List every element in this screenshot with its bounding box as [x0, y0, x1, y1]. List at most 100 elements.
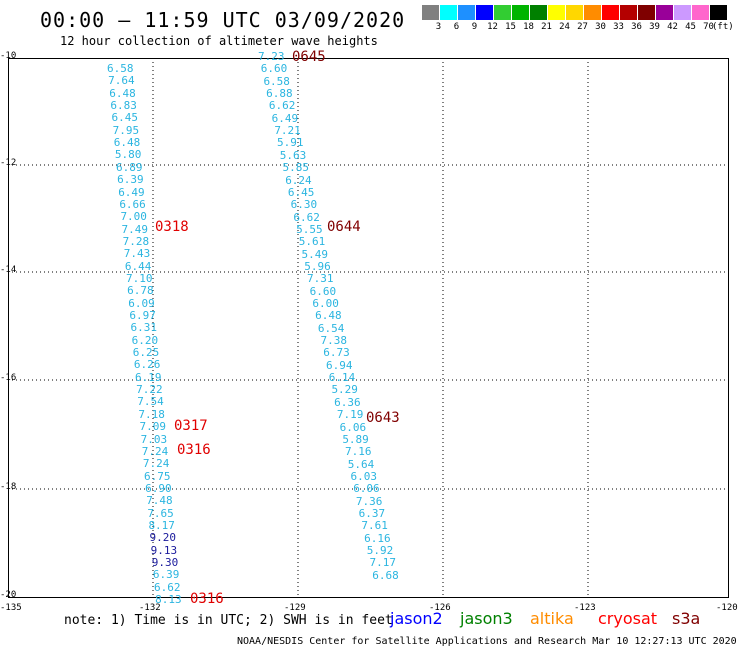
wave-height-value: 7.24: [141, 444, 169, 458]
color-swatch-label: 24: [559, 22, 570, 32]
wave-height-value: 6.03: [350, 469, 377, 483]
wave-height-value: 6.44: [124, 259, 152, 273]
wave-height-value: 9.20: [149, 531, 177, 545]
color-swatch-label: 39: [649, 22, 660, 32]
wave-height-value: 6.48: [315, 309, 342, 323]
page-subtitle: 12 hour collection of altimeter wave hei…: [60, 34, 378, 48]
wave-height-value: 6.58: [107, 62, 134, 75]
color-swatch: [602, 5, 619, 20]
wave-height-value: 6.37: [358, 506, 386, 520]
color-swatch: [584, 5, 601, 20]
longitude-label: -135: [0, 603, 22, 613]
wave-height-value: 6.36: [334, 395, 361, 409]
wave-height-value: 7.38: [320, 334, 348, 348]
wave-height-value: 6.78: [127, 284, 154, 298]
color-swatch-label: 33: [613, 22, 624, 32]
satellite-name: altika: [530, 609, 574, 628]
wave-height-value: 7.61: [361, 519, 388, 533]
wave-height-value: 7.95: [112, 123, 140, 137]
wave-height-value: 6.73: [323, 346, 350, 360]
color-swatch: [440, 5, 457, 20]
wave-height-value: 5.80: [114, 148, 142, 162]
color-swatch: [638, 5, 655, 20]
satellite-name: jason2: [390, 609, 443, 628]
color-swatch-label: 21: [541, 22, 552, 32]
longitude-label: -132: [139, 603, 161, 613]
latitude-label: -20: [0, 590, 17, 600]
color-swatch-label: 6: [453, 22, 460, 32]
wave-height-value: 6.60: [260, 62, 288, 76]
wave-height-value: 8.13: [155, 593, 182, 607]
latitude-label: -16: [0, 373, 17, 383]
pass-time-label: 0316: [177, 442, 211, 458]
color-swatch: [494, 5, 511, 20]
wave-height-value: 6.06: [339, 420, 367, 434]
wave-height-value: 5.64: [347, 457, 375, 471]
wave-height-value: 6.45: [287, 185, 315, 199]
wave-height-value: 7.36: [355, 494, 383, 508]
color-swatch: [512, 5, 529, 20]
wave-height-value: 5.63: [279, 148, 307, 162]
wave-height-value: 6.09: [128, 296, 155, 310]
map-frame: [8, 58, 729, 598]
wave-height-value: 7.16: [345, 445, 372, 459]
wave-height-value: 6.39: [117, 173, 144, 187]
wave-height-value: 6.00: [312, 297, 339, 310]
color-swatch: [548, 5, 565, 20]
pass-time-label: 0644: [327, 219, 361, 235]
wave-height-value: 7.03: [140, 432, 168, 446]
wave-height-value: 6.26: [133, 358, 161, 372]
wave-height-value: 6.97: [129, 309, 156, 322]
wave-height-value: 6.49: [271, 111, 299, 125]
latitude-label: -10: [0, 51, 17, 61]
color-swatch: [692, 5, 709, 20]
wave-height-value: 5.92: [366, 544, 394, 557]
wave-height-value: 6.94: [326, 358, 353, 372]
longitude-label: -126: [429, 603, 451, 613]
wave-height-value: 6.48: [113, 136, 141, 150]
wave-height-value: 6.45: [111, 111, 138, 125]
wave-height-value: 5.49: [301, 247, 329, 261]
longitude-label: -123: [574, 603, 596, 613]
wave-height-value: 9.30: [151, 556, 179, 569]
wave-height-value: 6.30: [290, 198, 318, 212]
wave-height-value: 7.49: [121, 222, 149, 236]
color-swatch-label: 70: [703, 22, 714, 32]
wave-height-value: 6.20: [131, 333, 159, 347]
wave-height-value: 6.19: [135, 370, 162, 384]
wave-height-value: 7.28: [122, 234, 150, 248]
color-swatch-label: 12: [487, 22, 498, 32]
color-swatch-label: 45: [685, 22, 696, 32]
wave-height-value: 6.88: [266, 87, 293, 101]
latitude-label: -18: [0, 482, 17, 492]
wave-height-value: 7.65: [147, 506, 174, 520]
wave-height-value: 6.62: [154, 580, 181, 594]
pass-time-label: 0318: [155, 219, 189, 235]
wave-height-value: 6.25: [132, 346, 160, 360]
pass-time-label: 0316: [190, 591, 224, 607]
wave-height-value: 5.85: [282, 161, 309, 175]
wave-height-value: 7.18: [138, 407, 165, 421]
wave-height-value: 6.62: [268, 99, 296, 113]
wave-height-value: 7.17: [369, 556, 397, 570]
wave-height-value: 6.49: [118, 185, 145, 199]
wave-height-value: 6.39: [152, 568, 180, 582]
wave-height-value: 9.13: [150, 543, 178, 557]
wave-height-value: 7.09: [139, 420, 166, 434]
wave-height-value: 6.62: [293, 210, 320, 224]
wave-height-value: 5.89: [342, 432, 369, 446]
wave-height-value: 6.31: [130, 321, 158, 335]
latitude-label: -14: [0, 265, 17, 275]
wave-height-value: 7.19: [336, 408, 364, 422]
wave-height-value: 6.66: [119, 197, 146, 211]
wave-height-value: 5.96: [304, 259, 331, 273]
wave-height-value: 7.22: [136, 383, 163, 397]
wave-height-value: 6.83: [110, 99, 137, 113]
wave-height-value: 6.16: [364, 531, 391, 545]
color-legend-unit: (ft): [712, 22, 734, 32]
wave-height-value: 5.29: [331, 383, 358, 397]
color-swatch: [656, 5, 673, 20]
wave-height-value: 5.61: [298, 235, 326, 249]
color-swatch-label: 30: [595, 22, 606, 32]
